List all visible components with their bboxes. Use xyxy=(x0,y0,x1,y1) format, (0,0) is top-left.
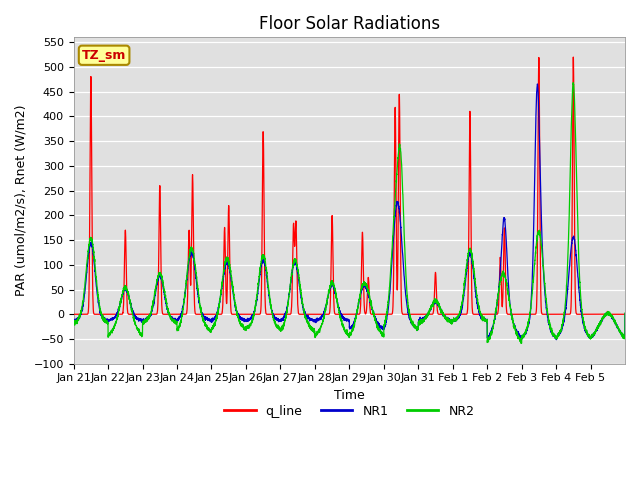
Legend: q_line, NR1, NR2: q_line, NR1, NR2 xyxy=(220,400,479,423)
X-axis label: Time: Time xyxy=(334,389,365,402)
Y-axis label: PAR (umol/m2/s), Rnet (W/m2): PAR (umol/m2/s), Rnet (W/m2) xyxy=(15,105,28,296)
Title: Floor Solar Radiations: Floor Solar Radiations xyxy=(259,15,440,33)
Text: TZ_sm: TZ_sm xyxy=(82,49,126,62)
